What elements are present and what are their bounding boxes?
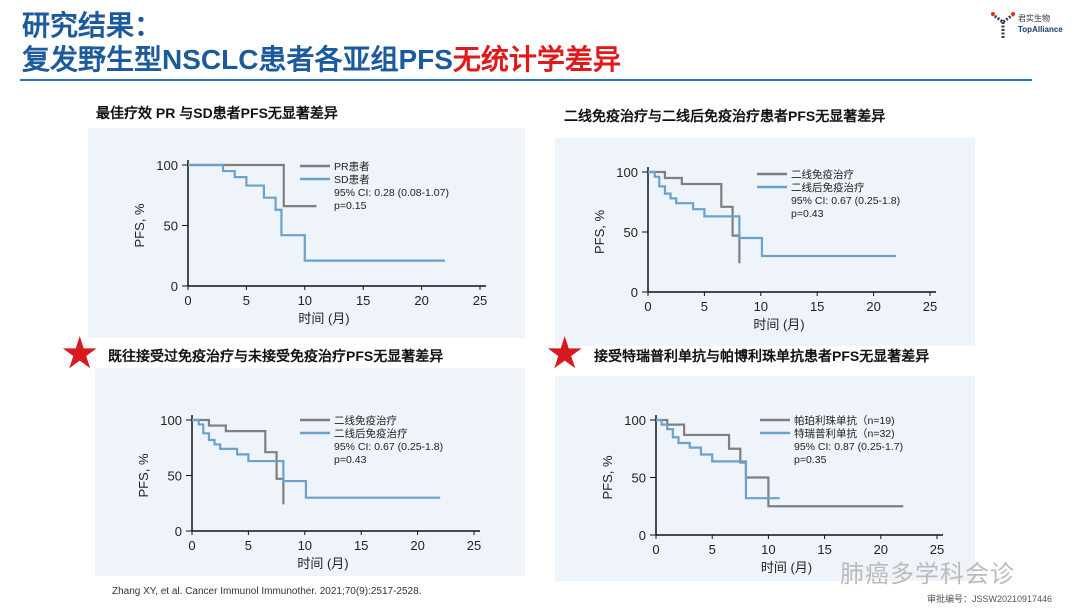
approval-code: 审批编号：JSSW20210917446 [927, 594, 1053, 604]
y-tick-label: 50 [632, 471, 646, 486]
y-tick-label: 50 [168, 469, 182, 484]
x-tick-label: 25 [923, 299, 937, 314]
km-curve-series1 [188, 163, 317, 208]
star-icon: ★ [545, 329, 585, 378]
title-main: 复发野生型NSCLC患者各亚组PFS [22, 44, 453, 75]
km-curve-series1 [648, 170, 741, 264]
p-value: p=0.43 [791, 208, 824, 220]
panel-pr-vs-sd [88, 128, 525, 338]
x-tick-label: 0 [644, 299, 651, 314]
logo-en-text: TopAlliance [1018, 25, 1063, 34]
x-tick-label: 15 [354, 538, 368, 553]
x-tick-label: 20 [410, 538, 424, 553]
km-curve-series2 [648, 170, 897, 258]
x-tick-label: 20 [874, 542, 888, 557]
km-curve-series1 [656, 418, 904, 508]
y-axis-label: PFS, % [132, 203, 147, 248]
x-axis-label: 时间 (月) [297, 556, 348, 571]
y-tick-label: 100 [160, 413, 182, 428]
x-axis-label: 时间 (月) [761, 560, 812, 575]
watermark: 肺癌多学科会诊 [840, 561, 1015, 588]
x-tick-label: 5 [243, 293, 250, 308]
legend-label: 特瑞普利单抗（n=32) [794, 427, 895, 440]
km-curve-series1 [192, 418, 285, 505]
x-tick-label: 10 [761, 542, 775, 557]
x-tick-label: 15 [356, 293, 370, 308]
x-axis-label: 时间 (月) [753, 317, 804, 332]
y-axis-label: PFS, % [592, 210, 607, 255]
title-highlight: 无统计学差异 [452, 44, 621, 75]
hazard-ratio-ci: 95% CI: 0.67 (0.25-1.8) [334, 441, 443, 453]
x-axis-label: 时间 (月) [298, 311, 349, 326]
x-tick-label: 0 [652, 542, 659, 557]
x-tick-label: 5 [709, 542, 716, 557]
legend-label: 帕珀利珠单抗（n=19) [794, 414, 895, 427]
x-tick-label: 0 [184, 293, 191, 308]
legend-label: 二线后免疫治疗 [334, 427, 408, 440]
hazard-ratio-ci: 95% CI: 0.67 (0.25-1.8) [791, 195, 900, 207]
x-tick-label: 15 [810, 299, 824, 314]
hazard-ratio-ci: 95% CI: 0.87 (0.25-1.7) [794, 441, 903, 453]
x-tick-label: 25 [930, 542, 944, 557]
y-tick-label: 0 [639, 528, 646, 543]
x-tick-label: 0 [188, 538, 195, 553]
star-icon: ★ [60, 329, 100, 378]
legend-label: 二线免疫治疗 [334, 414, 397, 427]
y-tick-label: 0 [631, 285, 638, 300]
y-axis-label: PFS, % [136, 453, 151, 498]
logo-cn-text: 君实生物 [1018, 14, 1050, 23]
y-tick-label: 50 [164, 219, 178, 234]
slide-title-line1: 研究结果： [22, 10, 163, 41]
panel-title: 二线免疫治疗与二线后免疫治疗患者PFS无显著差异 [564, 108, 886, 124]
slide-title-line2: 复发野生型NSCLC患者各亚组PFS无统计学差异 [22, 38, 621, 78]
legend-label: SD患者 [334, 174, 370, 186]
y-tick-label: 100 [616, 165, 638, 180]
x-tick-label: 5 [245, 538, 252, 553]
panel-prior-immuno [95, 368, 525, 576]
citation: Zhang XY, et al. Cancer Immunol Immunoth… [112, 586, 422, 597]
antibody-logo-icon [991, 12, 1015, 38]
header-divider [20, 79, 1032, 81]
panel-title: 最佳疗效 PR 与SD患者PFS无显著差异 [96, 105, 338, 121]
y-tick-label: 50 [624, 225, 638, 240]
y-axis-label: PFS, % [600, 455, 615, 500]
legend-label: PR患者 [334, 161, 370, 173]
company-logo: 君实生物 TopAlliance [990, 10, 1075, 42]
km-curve-series2 [656, 418, 780, 500]
panel-title: 既往接受过免疫治疗与未接受免疫治疗PFS无显著差异 [108, 348, 444, 364]
p-value: p=0.15 [334, 200, 367, 212]
km-curve-series2 [192, 418, 441, 499]
km-curve-series2 [188, 163, 445, 262]
x-tick-label: 10 [298, 538, 312, 553]
y-tick-label: 0 [171, 279, 178, 294]
p-value: p=0.35 [794, 454, 827, 466]
panel-second-line [555, 138, 975, 346]
x-tick-label: 15 [817, 542, 831, 557]
legend-label: 二线免疫治疗 [791, 168, 854, 181]
p-value: p=0.43 [334, 454, 367, 466]
y-tick-label: 0 [175, 524, 182, 539]
y-tick-label: 100 [156, 158, 178, 173]
x-tick-label: 25 [467, 538, 481, 553]
panel-title: 接受特瑞普利单抗与帕博利珠单抗患者PFS无显著差异 [594, 348, 930, 364]
x-tick-label: 25 [473, 293, 487, 308]
x-tick-label: 10 [754, 299, 768, 314]
x-tick-label: 20 [414, 293, 428, 308]
x-tick-label: 20 [866, 299, 880, 314]
x-tick-label: 10 [298, 293, 312, 308]
y-tick-label: 100 [624, 413, 646, 428]
x-tick-label: 5 [701, 299, 708, 314]
legend-label: 二线后免疫治疗 [791, 181, 865, 194]
hazard-ratio-ci: 95% CI: 0.28 (0.08-1.07) [334, 187, 449, 199]
